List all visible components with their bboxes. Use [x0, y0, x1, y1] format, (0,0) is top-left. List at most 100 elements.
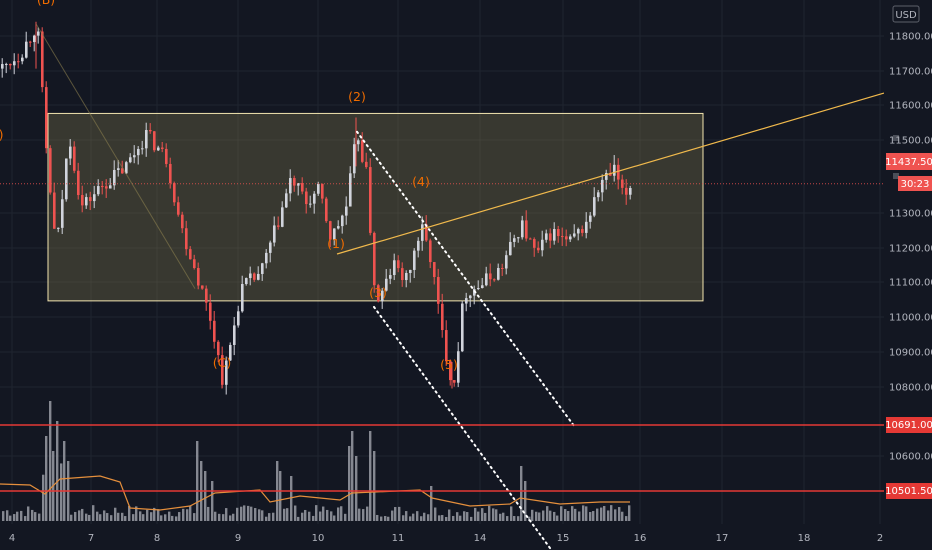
volume-bar: [315, 505, 318, 521]
candle-body: [325, 198, 328, 222]
volume-bar: [474, 507, 477, 521]
candle-body: [453, 380, 456, 383]
x-tick-label: 4: [9, 533, 15, 544]
volume-bar: [495, 509, 498, 521]
volume-bar: [27, 506, 30, 521]
volume-bar: [49, 401, 52, 521]
candle-body: [37, 31, 40, 36]
candle-body: [265, 252, 268, 264]
candle-body: [525, 220, 528, 239]
volume-bar: [567, 511, 570, 521]
volume-bar: [628, 505, 631, 521]
volume-bar: [409, 516, 412, 521]
candle-body: [529, 238, 532, 240]
candle-body: [425, 224, 428, 241]
volume-bar: [78, 510, 81, 521]
candle-body: [557, 229, 560, 237]
volume-bar: [60, 463, 63, 521]
wave-label: (2): [348, 89, 366, 104]
candle-body: [49, 148, 52, 193]
candle-body: [393, 260, 396, 276]
grid-lines: [0, 0, 884, 524]
x-tick-label: 18: [798, 533, 811, 544]
candle-body: [381, 290, 384, 302]
candle-body: [569, 236, 572, 240]
candle-body: [505, 255, 508, 269]
volume-bar: [434, 507, 437, 521]
candle-body: [281, 207, 284, 227]
price-scale-panel[interactable]: [884, 0, 932, 524]
y-tick-label: 11300.00: [889, 209, 932, 220]
volume-bar: [603, 506, 606, 521]
volume-bar: [585, 506, 588, 521]
candle-body: [121, 168, 124, 174]
candle-body: [401, 268, 404, 281]
candle-body: [145, 130, 148, 149]
volume-bar: [553, 511, 556, 521]
candle-body: [373, 232, 376, 286]
candle-body: [289, 178, 292, 194]
y-tick-label: 10800.00: [889, 383, 932, 394]
volume-bar: [477, 511, 480, 521]
volume-bar: [405, 511, 408, 521]
candle-body: [461, 303, 464, 352]
volume-bar: [178, 512, 181, 521]
volume-bar: [510, 506, 513, 521]
volume-bar: [286, 508, 289, 521]
volume-bar: [214, 511, 217, 521]
volume-bar: [333, 515, 336, 521]
currency-button[interactable]: USD: [892, 5, 920, 23]
candle-body: [25, 41, 28, 58]
volume-bar: [376, 514, 379, 521]
candle-body: [253, 273, 256, 280]
x-tick-label: 10: [312, 533, 325, 544]
volume-bar: [384, 516, 387, 521]
volume-bar: [610, 505, 613, 521]
y-tick-label: 10600.00: [889, 452, 932, 463]
candle-body: [85, 197, 88, 206]
volume-bar: [596, 508, 599, 521]
volume-bar: [499, 513, 502, 521]
candle-body: [33, 35, 36, 43]
candle-body: [109, 185, 112, 189]
candle-body: [293, 178, 296, 186]
candle-body: [41, 31, 44, 88]
volume-bar: [600, 507, 603, 521]
volume-bar: [466, 512, 469, 521]
candle-body: [137, 149, 140, 156]
volume-bar: [549, 510, 552, 521]
current-price-tag: 11437.50: [885, 153, 932, 170]
volume-bar: [124, 516, 127, 521]
volume-bar: [261, 510, 264, 521]
candle-body: [129, 157, 132, 163]
volume-bar: [186, 509, 189, 521]
volume-bar: [42, 474, 45, 521]
volume-bar: [402, 515, 405, 521]
level-lower-value: 10501.50: [885, 486, 932, 497]
level-lines[interactable]: [0, 424, 884, 492]
candle-body: [597, 192, 600, 198]
volume-bar: [290, 476, 293, 521]
volume-bar: [492, 508, 495, 521]
candle-body: [457, 351, 460, 383]
candle-body: [329, 221, 332, 240]
candle-body: [541, 239, 544, 251]
channel-upper-line[interactable]: [356, 130, 576, 429]
candle-body: [117, 168, 120, 170]
volume-bar: [150, 512, 153, 521]
candle-body: [65, 158, 68, 200]
volume-bar: [146, 509, 149, 521]
channel-lower-line[interactable]: [373, 305, 554, 550]
x-tick-label: 2: [877, 533, 883, 544]
candle-body: [617, 164, 620, 180]
volume-bar: [560, 506, 563, 521]
candle-body: [469, 295, 472, 299]
volume-bar: [232, 513, 235, 521]
volume-bar: [621, 511, 624, 521]
trendline[interactable]: [336, 92, 885, 255]
candle-body: [493, 279, 496, 281]
drawings[interactable]: [35, 23, 885, 550]
candle-body: [45, 87, 48, 149]
volume-bar: [351, 431, 354, 521]
